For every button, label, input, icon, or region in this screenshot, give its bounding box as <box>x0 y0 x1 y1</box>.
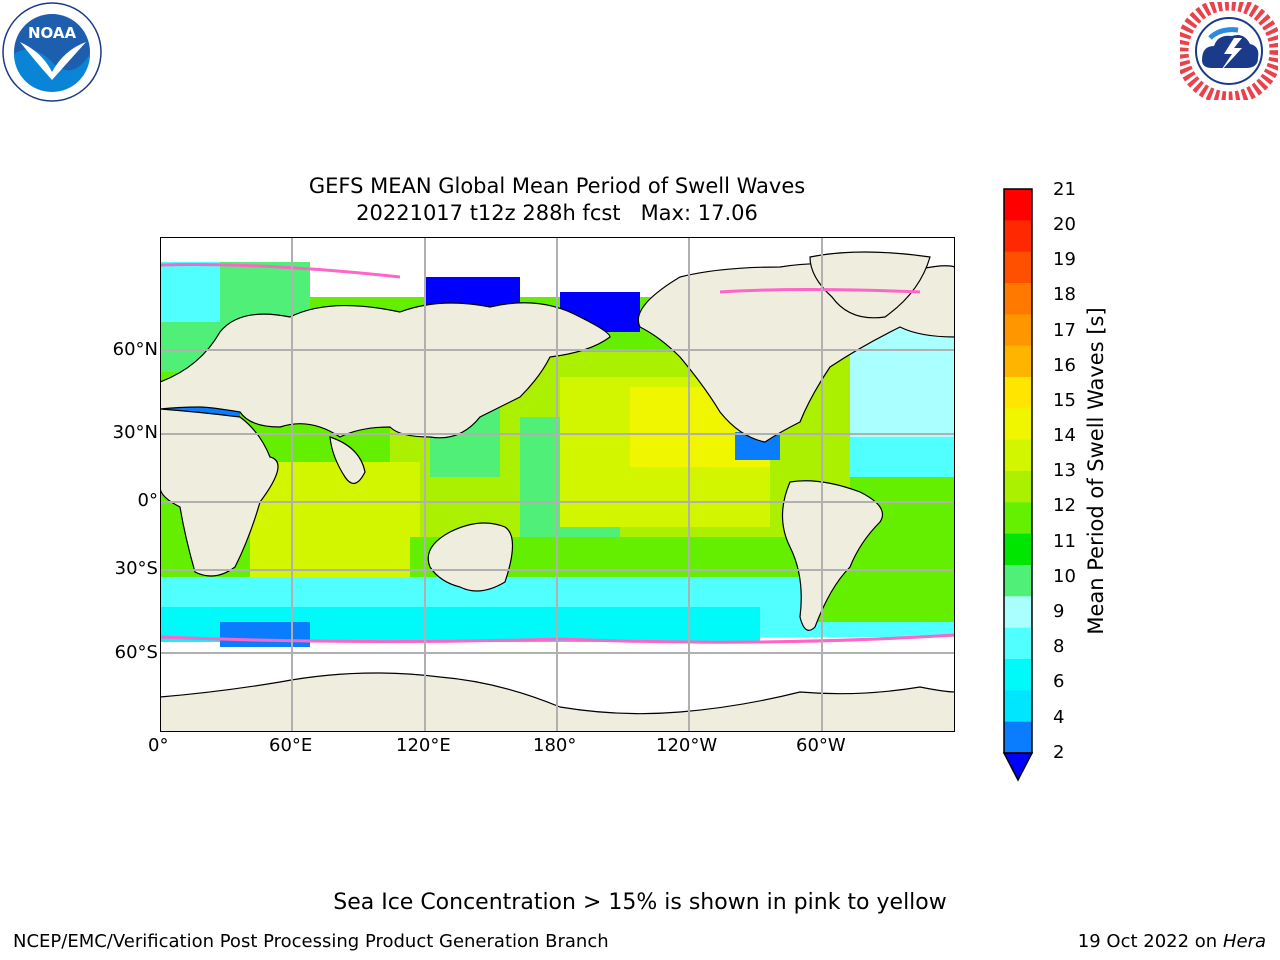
colorbar-tick: 10 <box>1053 566 1076 587</box>
nws-logo <box>1175 0 1280 105</box>
y-tick: 30°N <box>112 422 158 443</box>
footer-date-text: 19 Oct 2022 on <box>1077 931 1223 952</box>
colorbar-band <box>1004 502 1032 535</box>
colorbar-frame <box>1003 188 1033 754</box>
sea-ice-note: Sea Ice Concentration > 15% is shown in … <box>333 890 947 915</box>
colorbar-tick: 18 <box>1053 284 1076 305</box>
noaa-logo-text: NOAA <box>28 24 77 42</box>
footer-host: Hera <box>1222 931 1266 952</box>
land-south-america <box>781 480 884 631</box>
colorbar-tick: 4 <box>1053 707 1065 728</box>
colorbar-tick: 16 <box>1053 355 1076 376</box>
colorbar-tick: 14 <box>1053 425 1076 446</box>
colorbar-band <box>1004 596 1032 629</box>
colorbar-tick: 8 <box>1053 636 1065 657</box>
land-masses <box>160 251 955 732</box>
footer-date: 19 Oct 2022 on Hera <box>1078 931 1266 952</box>
y-tick: 30°S <box>114 558 158 579</box>
y-tick: 60°N <box>112 339 158 360</box>
colorbar-extend-triangle <box>1002 752 1034 782</box>
colorbar-band <box>1004 251 1032 284</box>
colorbar-band <box>1004 408 1032 441</box>
x-tick: 60°W <box>796 735 846 756</box>
colorbar-band <box>1004 377 1032 409</box>
x-tick: 120°E <box>396 735 451 756</box>
colorbar-tick: 2 <box>1053 742 1065 763</box>
colorbar-tick: 17 <box>1053 320 1076 341</box>
land-europe-asia <box>160 302 611 439</box>
colorbar-tick: 6 <box>1053 671 1065 692</box>
footer-branch: NCEP/EMC/Verification Post Processing Pr… <box>13 931 609 952</box>
colorbar-band <box>1004 565 1032 597</box>
colorbar-tick: 15 <box>1053 390 1076 411</box>
colorbar-band <box>1004 659 1032 691</box>
land-africa <box>160 408 279 577</box>
colorbar-band <box>1004 283 1032 315</box>
colorbar-band <box>1004 627 1032 660</box>
x-tick: 60°E <box>269 735 313 756</box>
colorbar-band <box>1004 690 1032 723</box>
colorbar-band <box>1004 314 1032 347</box>
noaa-logo: NOAA <box>2 2 102 102</box>
sea-ice-edge <box>160 263 955 644</box>
colorbar-tick: 12 <box>1053 495 1076 516</box>
y-tick: 0° <box>137 490 158 511</box>
colorbar-band <box>1004 439 1032 472</box>
x-tick: 120°W <box>656 735 718 756</box>
colorbar-band <box>1004 220 1032 253</box>
colorbar-tick: 9 <box>1053 601 1065 622</box>
noaa-logo-graphic: NOAA <box>2 2 102 102</box>
colorbar-tick: 20 <box>1053 214 1076 235</box>
swell-period-map <box>160 237 955 732</box>
land-india <box>329 436 366 484</box>
colorbar-band <box>1004 345 1032 378</box>
colorbar-band <box>1004 721 1032 754</box>
colorbar-band <box>1004 471 1032 503</box>
nws-logo-graphic <box>1175 0 1280 105</box>
colorbar-tick: 21 <box>1053 179 1076 200</box>
y-tick: 60°S <box>114 642 158 663</box>
x-tick: 0° <box>148 735 169 756</box>
colorbar-tick: 13 <box>1053 460 1076 481</box>
colorbar <box>1002 188 1034 782</box>
colorbar-label: Mean Period of Swell Waves [s] <box>1084 307 1108 635</box>
graticule <box>160 237 955 732</box>
land-australia <box>427 522 514 592</box>
x-tick: 180° <box>533 735 577 756</box>
chart-subtitle: 20221017 t12z 288h fcst Max: 17.06 <box>356 201 758 225</box>
chart-title: GEFS MEAN Global Mean Period of Swell Wa… <box>308 174 806 198</box>
colorbar-tick: 19 <box>1053 249 1076 270</box>
colorbar-tick: 11 <box>1053 531 1076 552</box>
colorbar-band <box>1004 533 1032 566</box>
colorbar-band <box>1004 189 1032 221</box>
